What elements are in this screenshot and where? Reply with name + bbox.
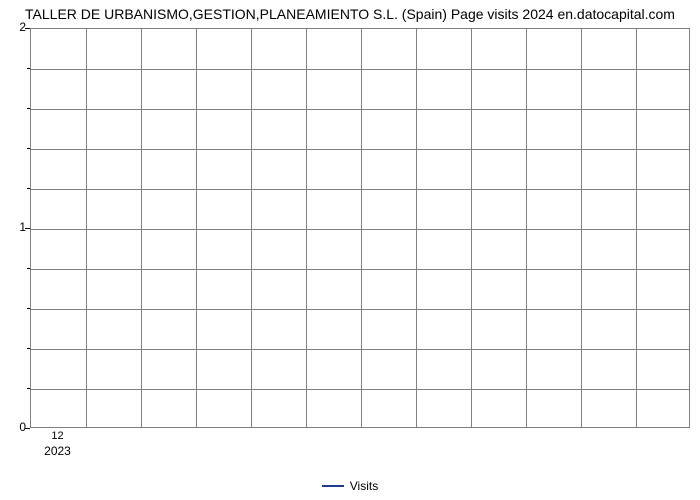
legend-label: Visits: [350, 479, 378, 493]
y-tick-label: 1: [6, 220, 26, 234]
y-tick-minor: [27, 268, 30, 269]
y-tick-minor: [27, 388, 30, 389]
legend: Visits: [0, 478, 700, 493]
chart-title: TALLER DE URBANISMO,GESTION,PLANEAMIENTO…: [0, 6, 700, 22]
gridline-vertical: [526, 29, 527, 427]
gridline-horizontal-minor: [31, 189, 689, 190]
y-tick-minor: [27, 348, 30, 349]
gridline-vertical: [141, 29, 142, 427]
y-tick-label: 2: [6, 20, 26, 34]
y-tick-minor: [27, 108, 30, 109]
gridline-vertical: [86, 29, 87, 427]
y-tick-mark: [25, 428, 30, 429]
y-tick-mark: [25, 228, 30, 229]
y-tick-minor: [27, 188, 30, 189]
legend-swatch: [322, 485, 344, 487]
gridline-horizontal: [31, 229, 689, 230]
gridline-horizontal-minor: [31, 269, 689, 270]
gridline-horizontal-minor: [31, 309, 689, 310]
gridline-vertical: [306, 29, 307, 427]
gridline-horizontal-minor: [31, 349, 689, 350]
y-tick-minor: [27, 68, 30, 69]
gridline-vertical: [416, 29, 417, 427]
x-tick-label: 12: [51, 430, 63, 442]
gridline-vertical: [196, 29, 197, 427]
gridline-vertical: [251, 29, 252, 427]
gridline-horizontal-minor: [31, 149, 689, 150]
gridline-vertical: [361, 29, 362, 427]
x-axis-label: 2023: [44, 444, 71, 458]
y-tick-label: 0: [6, 420, 26, 434]
y-tick-minor: [27, 308, 30, 309]
gridline-horizontal-minor: [31, 109, 689, 110]
plot-area: [30, 28, 690, 428]
y-tick-minor: [27, 148, 30, 149]
chart-root: TALLER DE URBANISMO,GESTION,PLANEAMIENTO…: [0, 0, 700, 500]
gridline-vertical: [471, 29, 472, 427]
y-tick-mark: [25, 28, 30, 29]
gridline-horizontal-minor: [31, 69, 689, 70]
gridline-vertical: [581, 29, 582, 427]
gridline-horizontal-minor: [31, 389, 689, 390]
gridline-vertical: [636, 29, 637, 427]
